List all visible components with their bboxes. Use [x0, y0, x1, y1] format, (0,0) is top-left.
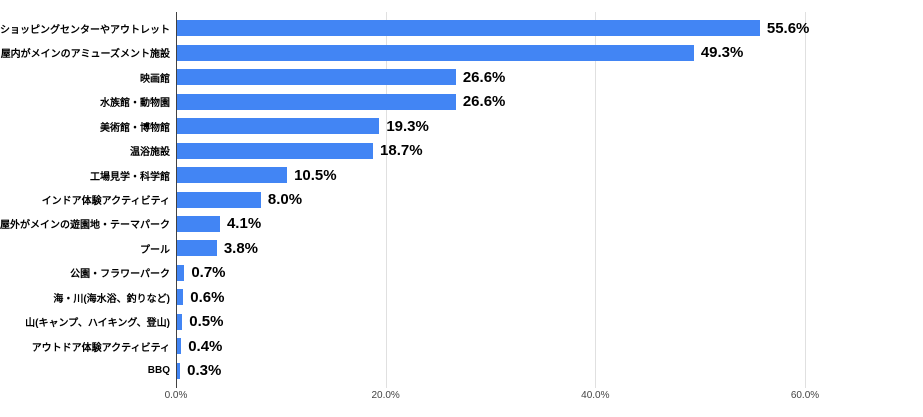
value-label: 18.7% — [380, 142, 423, 160]
bar — [177, 191, 261, 208]
bar — [177, 289, 184, 306]
category-label: プール — [140, 244, 170, 256]
bar — [177, 20, 760, 37]
category-label: ショッピングセンターやアウトレット — [0, 24, 170, 36]
category-label: 工場見学・科学館 — [90, 171, 170, 183]
bar — [177, 69, 456, 86]
value-label: 0.5% — [189, 313, 224, 331]
bar — [177, 118, 380, 135]
x-gridline — [385, 12, 387, 388]
bar — [177, 362, 181, 379]
value-label: 0.3% — [187, 362, 222, 380]
category-label: 水族館・動物園 — [100, 98, 170, 110]
x-axis-tick-label: 40.0% — [581, 390, 610, 401]
x-gridline — [805, 12, 806, 388]
bar — [177, 313, 183, 330]
bar — [177, 167, 288, 184]
value-label: 26.6% — [462, 68, 506, 86]
category-label: 屋外がメインの遊園地・テーマパーク — [0, 220, 170, 232]
value-label: 3.8% — [223, 239, 259, 257]
bar — [177, 93, 456, 110]
value-label: 49.3% — [700, 44, 744, 62]
category-label: 海・川(海水浴、釣りなど) — [53, 293, 170, 305]
value-label: 8.0% — [267, 190, 303, 208]
value-label: 4.1% — [226, 215, 262, 233]
bar — [177, 44, 694, 61]
x-axis-tick-label: 20.0% — [371, 390, 400, 401]
x-axis-tick-label: 0.0% — [164, 390, 188, 401]
value-label: 55.6% — [766, 19, 810, 37]
category-label: アウトドア体験アクティビティ — [31, 342, 170, 354]
bar — [177, 215, 220, 232]
bar — [177, 142, 374, 159]
category-label: BBQ — [147, 365, 170, 377]
value-label: 0.4% — [188, 337, 223, 355]
bar — [177, 264, 185, 281]
category-label: 美術館・博物館 — [100, 122, 170, 134]
category-label: 公園・フラワーパーク — [70, 269, 170, 281]
value-label: 19.3% — [386, 117, 429, 135]
bar — [177, 240, 217, 257]
category-label: 温浴施設 — [130, 147, 170, 159]
value-label: 26.6% — [462, 93, 506, 111]
x-axis-tick-label: 60.0% — [790, 390, 820, 401]
category-label: 山(キャンプ、ハイキング、登山) — [25, 318, 170, 330]
y-axis-baseline — [176, 12, 177, 388]
value-label: 0.6% — [190, 288, 225, 306]
plot-area: 0.0% 20.0% 40.0% 60.0% 55.6% 49.3% 26.6% 26.6% 1… — [165, 0, 923, 417]
x-gridline — [595, 12, 597, 388]
category-label: 映画館 — [140, 73, 170, 85]
category-label: インドア体験アクティビティ — [41, 195, 170, 207]
value-label: 10.5% — [294, 166, 337, 184]
category-label: 屋内がメインのアミューズメント施設 — [0, 49, 170, 61]
value-label: 0.7% — [191, 264, 226, 282]
bar — [177, 338, 182, 355]
